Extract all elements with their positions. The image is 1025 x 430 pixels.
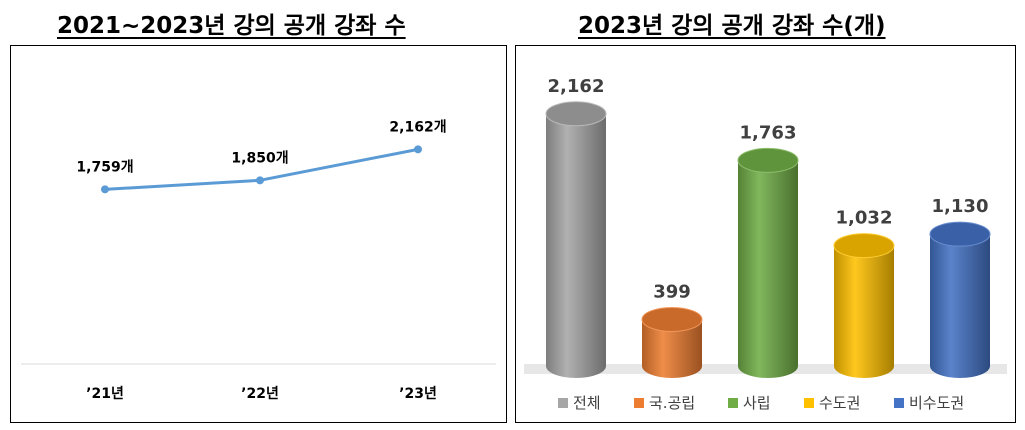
legend-swatch [634,398,644,408]
x-tick-label: ’21년 [86,386,124,402]
legend-swatch [728,398,738,408]
bar-top [545,101,607,127]
legend-item: 사립 [728,394,771,412]
legend-label: 국.공립 [649,394,695,412]
legend-label: 전체 [573,394,601,412]
legend-item: 국.공립 [634,394,695,412]
data-point [256,176,264,185]
data-label: 2,162개 [389,119,446,135]
legend-label: 수도권 [819,394,860,412]
bar-body [834,245,894,378]
bar-chart-title: 2023년 강의 공개 강좌 수(개) [578,13,886,39]
bar-chart: 2,162 399 1,763 1,032 1,130 전체 국.공립 사립 수도권 비수도권 [524,76,1007,412]
bar-4 [833,233,895,378]
bar-3 [737,147,799,378]
bar-chart-panel: 2,162 399 1,763 1,032 1,130 전체 국.공립 사립 수도권 비수도권 [515,45,1016,423]
bar-top [833,233,895,259]
bar-value-label: 1,130 [932,196,989,217]
data-label: 1,759개 [76,159,133,175]
bar-5 [929,221,991,378]
bar-body [738,160,798,378]
bar-body [546,113,606,379]
bar-top [737,147,799,173]
legend-swatch [894,398,904,408]
line-chart-title: 2021~2023년 강의 공개 강좌 수 [57,13,406,39]
bar-value-label: 399 [653,281,691,302]
x-tick-label: ’23년 [399,386,437,402]
legend-item: 비수도권 [894,394,964,412]
bar-2 [641,306,703,378]
line-chart-panel: 1,759개 ’21년 1,850개 ’22년 2,162개 ’23년 [10,45,507,423]
legend-swatch [558,398,568,408]
x-tick-label: ’22년 [241,386,279,402]
legend-item: 전체 [558,394,601,412]
bar-body [930,234,990,378]
legend-item: 수도권 [804,394,860,412]
bar-top [641,306,703,332]
bar-value-label: 1,032 [836,208,893,229]
legend-label: 비수도권 [909,394,964,412]
legend-label: 사립 [743,394,771,412]
bar-value-label: 2,162 [548,76,605,97]
line-chart: 1,759개 ’21년 1,850개 ’22년 2,162개 ’23년 [21,119,496,402]
data-point [101,185,109,194]
bar-value-label: 1,763 [740,122,797,143]
data-point [414,145,422,154]
bar-top [929,221,991,247]
bar-body [642,319,702,378]
bar-1 [545,101,607,379]
data-label: 1,850개 [231,150,288,166]
legend-swatch [804,398,814,408]
